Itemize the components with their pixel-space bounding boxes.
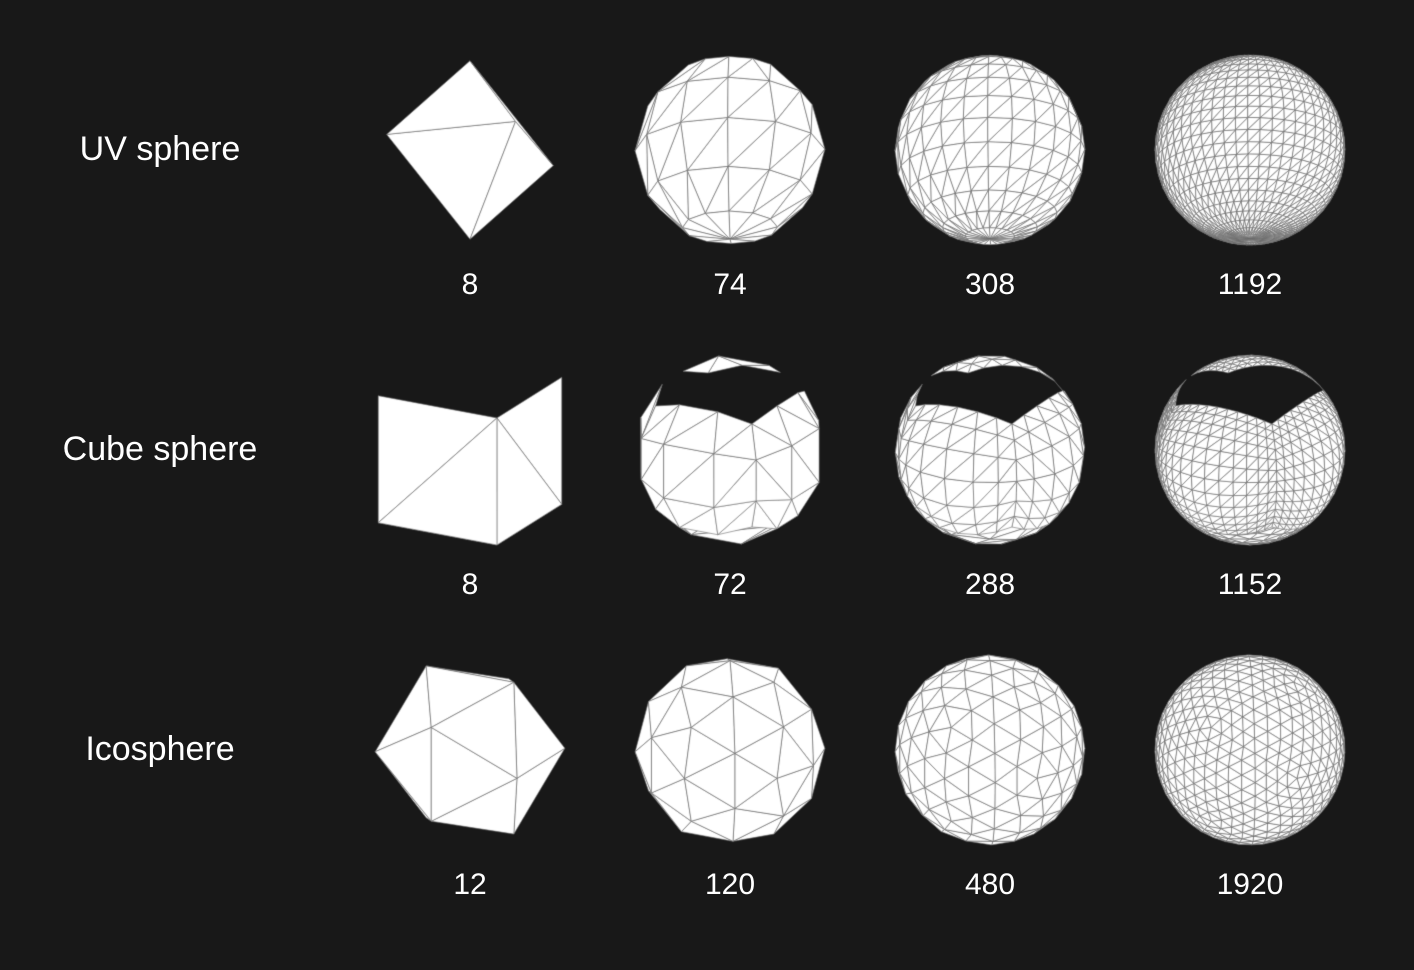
sphere-cell: 308 bbox=[860, 40, 1120, 302]
sphere-comparison-grid: UV sphere8743081192Cube sphere8722881152… bbox=[0, 0, 1414, 970]
sphere-canvas bbox=[1140, 340, 1360, 560]
sphere-cell: 72 bbox=[600, 340, 860, 602]
sphere-cell: 1192 bbox=[1120, 40, 1380, 302]
sphere-canvas bbox=[1140, 640, 1360, 860]
triangle-count: 72 bbox=[600, 568, 860, 602]
sphere-canvas bbox=[880, 40, 1100, 260]
sphere-cell: 120 bbox=[600, 640, 860, 902]
row-label: UV sphere bbox=[0, 130, 320, 169]
sphere-cell: 288 bbox=[860, 340, 1120, 602]
triangle-count: 1192 bbox=[1120, 268, 1380, 302]
sphere-canvas bbox=[620, 40, 840, 260]
sphere-canvas bbox=[620, 340, 840, 560]
sphere-canvas bbox=[1140, 40, 1360, 260]
sphere-canvas bbox=[360, 40, 580, 260]
triangle-count: 8 bbox=[340, 268, 600, 302]
sphere-cell: 74 bbox=[600, 40, 860, 302]
triangle-count: 480 bbox=[860, 868, 1120, 902]
triangle-count: 74 bbox=[600, 268, 860, 302]
sphere-canvas bbox=[360, 640, 580, 860]
sphere-canvas bbox=[620, 640, 840, 860]
triangle-count: 288 bbox=[860, 568, 1120, 602]
triangle-count: 1920 bbox=[1120, 868, 1380, 902]
sphere-canvas bbox=[360, 340, 580, 560]
sphere-cell: 8 bbox=[340, 40, 600, 302]
row-label: Icosphere bbox=[0, 730, 320, 769]
row-label: Cube sphere bbox=[0, 430, 320, 469]
sphere-cell: 1920 bbox=[1120, 640, 1380, 902]
triangle-count: 12 bbox=[340, 868, 600, 902]
sphere-cell: 12 bbox=[340, 640, 600, 902]
sphere-canvas bbox=[880, 640, 1100, 860]
sphere-cell: 480 bbox=[860, 640, 1120, 902]
triangle-count: 1152 bbox=[1120, 568, 1380, 602]
sphere-canvas bbox=[880, 340, 1100, 560]
triangle-count: 8 bbox=[340, 568, 600, 602]
triangle-count: 120 bbox=[600, 868, 860, 902]
sphere-cell: 1152 bbox=[1120, 340, 1380, 602]
sphere-cell: 8 bbox=[340, 340, 600, 602]
triangle-count: 308 bbox=[860, 268, 1120, 302]
